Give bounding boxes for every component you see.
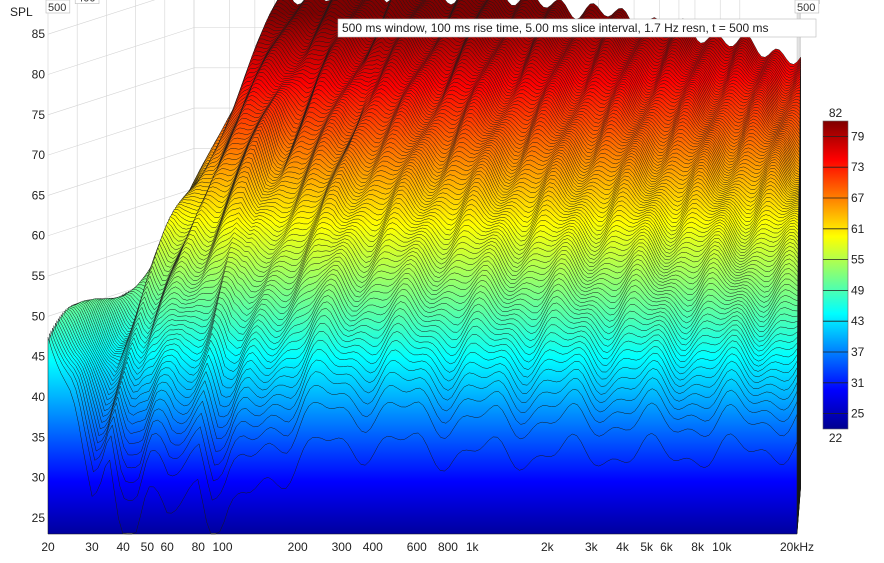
x-tick-label: 200: [288, 540, 308, 554]
grid-line-spl: [47, 0, 156, 35]
colorbar-tick-label: 79: [851, 129, 865, 143]
y-tick-label: 75: [32, 108, 46, 122]
colorbar-tick-label: 73: [851, 160, 865, 174]
y-axis-label: SPL: [10, 5, 33, 19]
colorbar-tick-label: 31: [851, 376, 865, 390]
time-tick-text: 400: [77, 0, 95, 5]
time-tick-text: 500: [48, 2, 66, 14]
time-slice: [47, 337, 798, 535]
x-tick-label: 1k: [466, 540, 480, 554]
y-tick-label: 45: [32, 350, 46, 364]
colorbar-tick-label: 61: [851, 222, 865, 236]
y-tick-label: 70: [32, 148, 46, 162]
x-tick-label: 300: [332, 540, 352, 554]
time-tick-box: [794, 0, 820, 14]
y-tick-label: 25: [32, 511, 46, 525]
y-tick-label: 55: [32, 269, 46, 283]
x-tick-label: 800: [438, 540, 458, 554]
colorbar-max-label: 82: [829, 106, 843, 120]
colorbar-tick-label: 37: [851, 345, 865, 359]
time-tick-label-left: 500: [45, 0, 71, 14]
x-tick-label: 30: [85, 540, 99, 554]
title-box: [337, 18, 817, 38]
colorbar: 82 22 25 31 37 43 49 55 61 67 73 79: [822, 106, 865, 445]
x-tick-label: 20: [41, 540, 55, 554]
colorbar-tick-label: 25: [851, 407, 865, 421]
x-tick-label: 20kHz: [780, 540, 814, 554]
time-tick-box: [45, 0, 71, 14]
x-tick-label: 600: [407, 540, 427, 554]
x-tick-label: 2k: [541, 540, 555, 554]
y-tick-label: 40: [32, 390, 46, 404]
x-tick-label: 8k: [691, 540, 705, 554]
colorbar-tick-label: 67: [851, 191, 865, 205]
time-tick-label-right: 500: [794, 0, 820, 14]
time-tick-box: [74, 0, 100, 4]
x-tick-label: 40: [116, 540, 130, 554]
x-tick-label: 4k: [616, 540, 630, 554]
chart-title: 500 ms window, 100 ms rise time, 5.00 ms…: [337, 18, 817, 38]
x-tick-label: 400: [363, 540, 383, 554]
x-tick-label: 5k: [640, 540, 654, 554]
y-tick-label: 60: [32, 229, 46, 243]
x-tick-label: 6k: [660, 540, 674, 554]
x-tick-label: 80: [192, 540, 206, 554]
x-tick-label: 10k: [712, 540, 732, 554]
x-tick-label: 3k: [585, 540, 599, 554]
x-tick-label: 50: [141, 540, 155, 554]
colorbar-min-label: 22: [829, 431, 843, 445]
colorbar-tick-label: 49: [851, 283, 865, 297]
colorbar-gradient-rect: [822, 120, 849, 430]
colorbar-tick-label: 43: [851, 314, 865, 328]
x-tick-label: 60: [160, 540, 174, 554]
colorbar-tick-label: 55: [851, 253, 865, 267]
title-text: 500 ms window, 100 ms rise time, 5.00 ms…: [342, 21, 769, 35]
y-tick-label: 50: [32, 309, 46, 323]
x-tick-label: 100: [212, 540, 232, 554]
time-tick-label-left: 400: [74, 0, 100, 5]
y-tick-label: 85: [32, 27, 46, 41]
y-tick-label: 65: [32, 188, 46, 202]
time-tick-text: 500: [797, 2, 815, 14]
slices: [47, 0, 801, 535]
y-tick-label: 80: [32, 67, 46, 81]
y-tick-label: 35: [32, 430, 46, 444]
y-tick-label: 30: [32, 471, 46, 485]
